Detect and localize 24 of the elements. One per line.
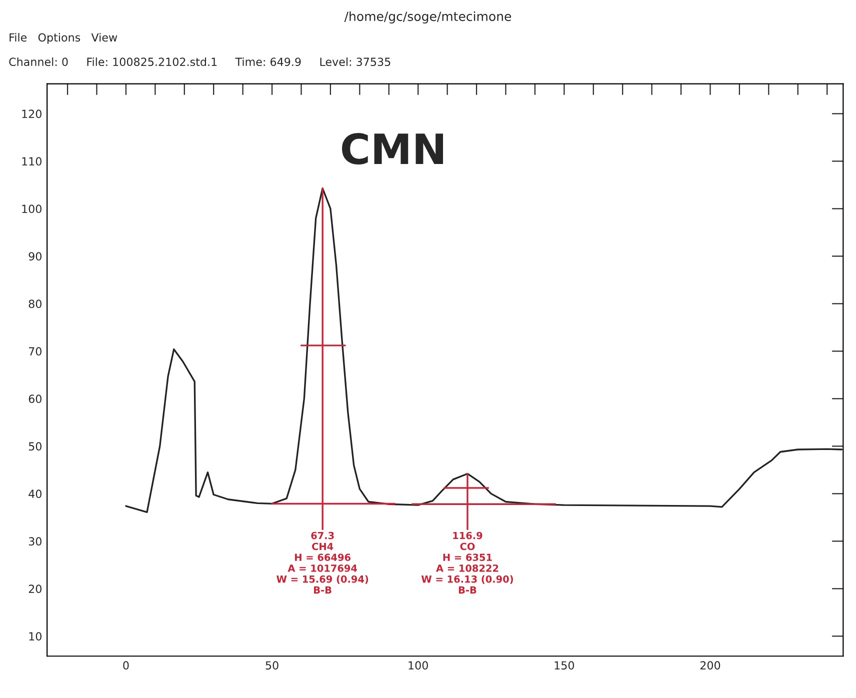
y-tick-label: 40 bbox=[28, 490, 42, 498]
annotation: 116.9 CO H = 6351 A = 108222 W = 16.13 (0.90) B-B bbox=[421, 532, 513, 594]
y-tick-label: 30 bbox=[28, 537, 42, 546]
text: CMN bbox=[342, 133, 444, 165]
y-tick-label: 80 bbox=[28, 300, 42, 308]
text: File Options View bbox=[10, 33, 118, 44]
y-tick-label: 20 bbox=[28, 584, 42, 594]
y-tick-label: 50 bbox=[28, 442, 42, 451]
line-series bbox=[125, 187, 843, 514]
text: Channel: 0 File: 100825.2102.std.1 Time: 649.9 Level: 37535 bbox=[9, 57, 390, 66]
y-tick-label: 70 bbox=[28, 347, 42, 356]
x-tick-label: 150 bbox=[554, 661, 574, 670]
x-tick-label: 50 bbox=[266, 661, 278, 670]
x-tick-label: 100 bbox=[408, 661, 428, 670]
y-tick-label: 110 bbox=[22, 157, 42, 166]
y-tick-label: 90 bbox=[28, 252, 42, 261]
x-tick-label: 0 bbox=[123, 661, 129, 670]
y-tick-label: 60 bbox=[28, 394, 42, 404]
y-tick-label: 10 bbox=[29, 632, 42, 641]
x-tick-label: 200 bbox=[700, 661, 720, 670]
text: /home/gc/soge/mtecimone bbox=[344, 11, 512, 24]
annotation: 67.3 CH4 H = 66496 A = 1017694 W = 15.69 (0.94) B-B bbox=[276, 532, 368, 594]
y-tick-label: 120 bbox=[22, 110, 42, 118]
y-tick-label: 100 bbox=[22, 204, 42, 214]
